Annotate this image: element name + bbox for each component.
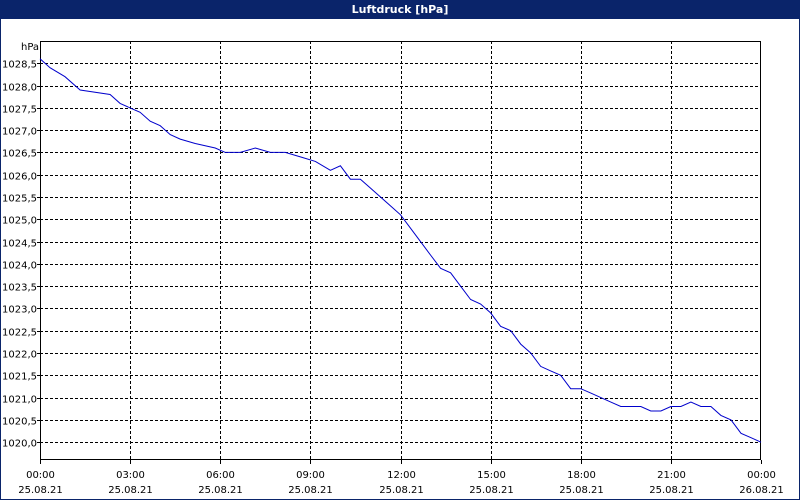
x-tick-time: 12:00	[387, 470, 416, 481]
pressure-series-line	[39, 58, 762, 443]
x-tick-date: 25.08.21	[288, 485, 333, 496]
y-tick-label: 1027,5	[2, 105, 37, 116]
x-tick-date: 25.08.21	[108, 485, 153, 496]
y-tick-label: 1021,5	[2, 372, 37, 383]
y-tick-label: 1021,0	[2, 395, 37, 406]
y-tick-label: 1027,0	[2, 127, 37, 138]
x-tick-time: 18:00	[567, 470, 596, 481]
plot-area	[40, 41, 761, 460]
y-tick-label: 1028,0	[2, 83, 37, 94]
x-tick-date: 26.08.21	[739, 485, 784, 496]
y-tick-label: 1024,0	[2, 261, 37, 272]
x-tick-date: 25.08.21	[559, 485, 604, 496]
y-tick-label: 1025,5	[2, 194, 37, 205]
x-tick-date: 25.08.21	[198, 485, 243, 496]
plot-frame	[40, 41, 761, 460]
x-tick-date: 25.08.21	[649, 485, 694, 496]
x-tick-date: 25.08.21	[469, 485, 514, 496]
x-tick-date: 25.08.21	[379, 485, 424, 496]
x-tick-time: 06:00	[206, 470, 235, 481]
y-tick-label: 1022,5	[2, 328, 37, 339]
y-tick-label: 1022,0	[2, 350, 37, 361]
x-tick-time: 00:00	[26, 470, 55, 481]
x-tick-time: 03:00	[116, 470, 145, 481]
x-tick-time: 15:00	[477, 470, 506, 481]
x-tick-time: 09:00	[296, 470, 325, 481]
y-tick-label: 1026,0	[2, 172, 37, 183]
x-tick-time: 00:00	[747, 470, 776, 481]
y-tick-label: 1020,5	[2, 417, 37, 428]
y-tick-label: 1025,0	[2, 216, 37, 227]
y-tick-label: 1026,5	[2, 149, 37, 160]
x-tick-date: 25.08.21	[18, 485, 63, 496]
y-tick-label: 1023,0	[2, 305, 37, 316]
y-tick-label: 1028,5	[2, 60, 37, 71]
y-tick-label: 1020,0	[2, 439, 37, 450]
window-title: Luftdruck [hPa]	[1, 1, 799, 19]
y-axis-label: hPa	[21, 42, 39, 53]
y-tick-label: 1023,5	[2, 283, 37, 294]
x-tick-time: 21:00	[657, 470, 686, 481]
y-tick-label: 1024,5	[2, 239, 37, 250]
